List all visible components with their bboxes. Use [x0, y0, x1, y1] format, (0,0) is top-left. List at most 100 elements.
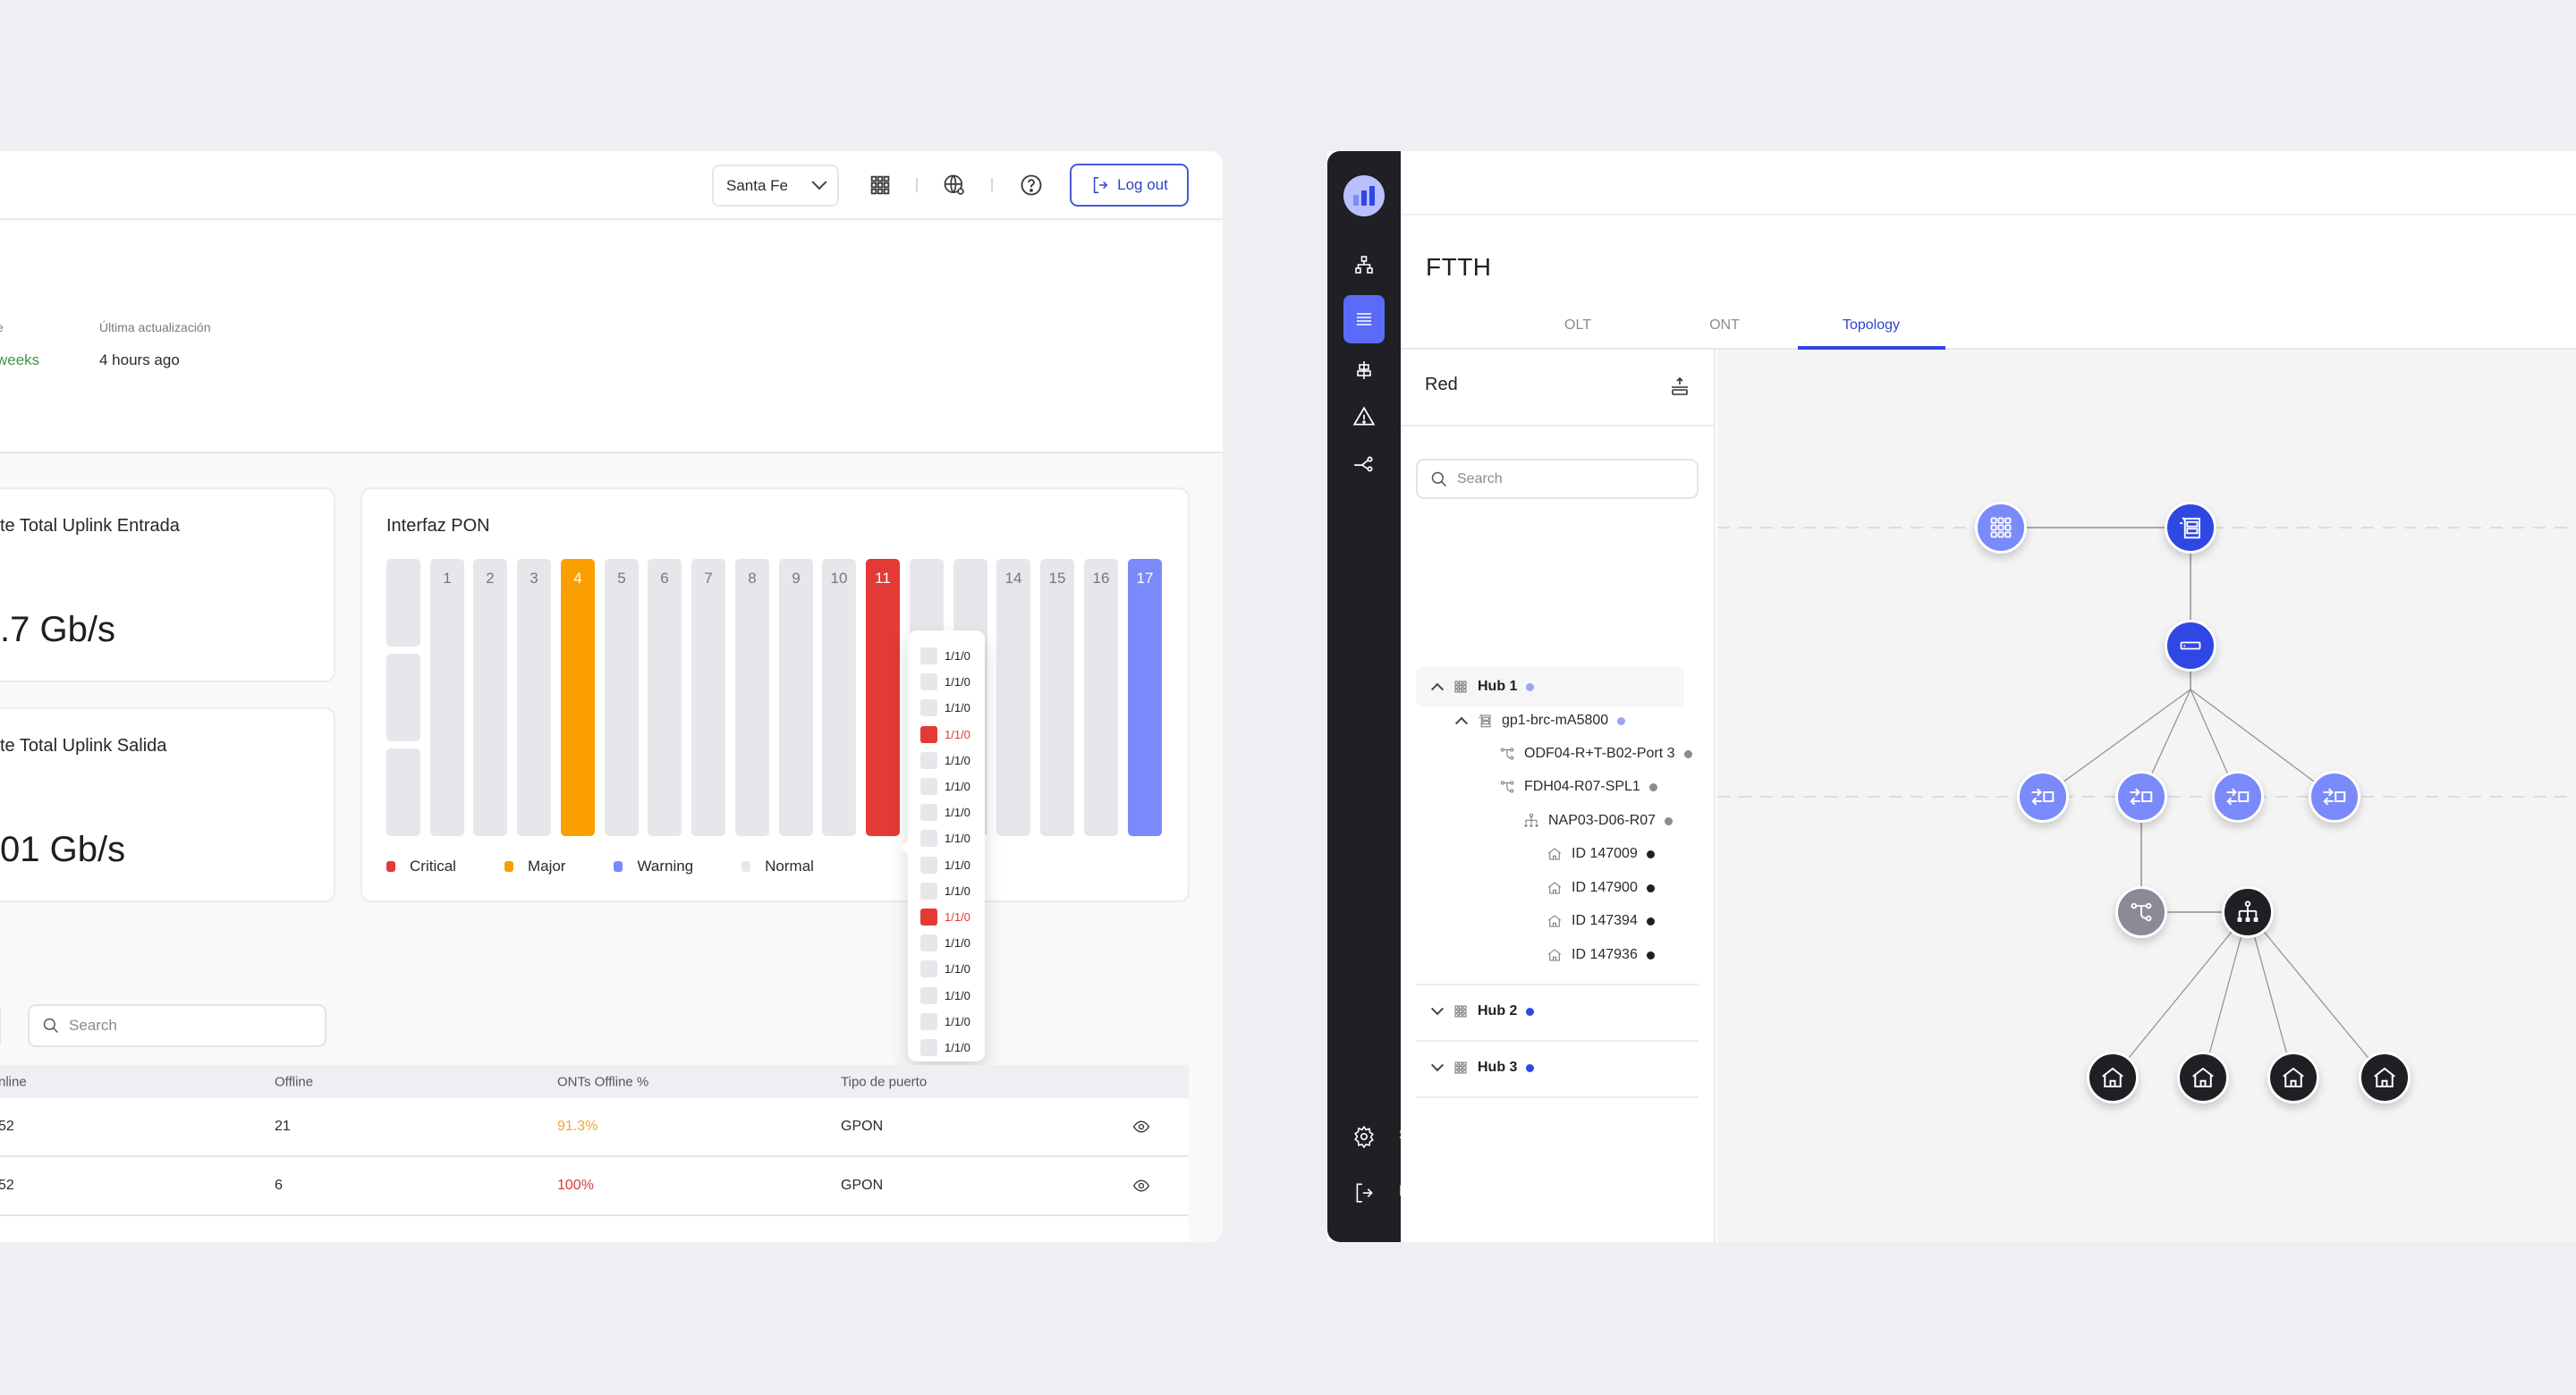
- globe-settings-icon[interactable]: [942, 173, 967, 198]
- home-icon: [1547, 915, 1562, 927]
- app-logo[interactable]: [1343, 175, 1385, 216]
- nav-list[interactable]: [1343, 295, 1385, 343]
- pon-slot-segment[interactable]: [386, 654, 420, 741]
- table-row[interactable]: 52 6 100% GPON: [0, 1157, 1189, 1216]
- topo-node-pon[interactable]: [2165, 620, 2216, 672]
- topo-node-odf[interactable]: [2017, 771, 2069, 823]
- nav-align[interactable]: [1343, 346, 1385, 394]
- topo-node-odf[interactable]: [2212, 771, 2264, 823]
- tooltip-row: 1/1/0: [920, 1009, 985, 1035]
- legend-critical: Critical: [386, 858, 456, 875]
- tree-node-odf[interactable]: ODF04-R+T-B02-Port 3: [1499, 740, 1692, 767]
- nav-logout[interactable]: [1343, 1169, 1385, 1217]
- pon-slot-segment[interactable]: [386, 559, 420, 647]
- pon-port-bar[interactable]: 3: [517, 559, 551, 836]
- pon-port-bar[interactable]: 16: [1084, 559, 1118, 836]
- home-icon: [1547, 848, 1562, 860]
- view-icon[interactable]: [1132, 1177, 1150, 1195]
- pon-port-bar[interactable]: 1: [430, 559, 464, 836]
- pon-port-bar[interactable]: 6: [648, 559, 682, 836]
- alert-icon: [1352, 406, 1376, 426]
- tree-node-ont[interactable]: ID 147394: [1546, 908, 1655, 934]
- ftth-window: S L FTTH OLT ONT Topology Red Search Hub…: [1327, 151, 2576, 1242]
- table-row[interactable]: [0, 1216, 1189, 1242]
- tree-header: Red: [1401, 350, 1714, 427]
- tooltip-row: 1/1/0: [920, 1035, 985, 1061]
- filter-button[interactable]: [0, 1004, 1, 1047]
- align-center-icon: [1357, 361, 1371, 379]
- topology-canvas[interactable]: [1717, 350, 2576, 1242]
- topo-node-odf[interactable]: [2309, 771, 2360, 823]
- status-dot: [1683, 749, 1692, 758]
- tree-node-ont[interactable]: ID 147900: [1546, 875, 1655, 901]
- metric-value: 01 Gb/s: [0, 830, 126, 869]
- chevron-down-icon[interactable]: [1430, 1059, 1445, 1072]
- cell-port-type: GPON: [841, 1119, 884, 1134]
- region-select[interactable]: Santa Fe: [712, 165, 839, 207]
- list-icon: [1357, 313, 1371, 326]
- status-dot: [1526, 1063, 1535, 1072]
- legend-warning: Warning: [614, 858, 693, 875]
- nav-settings[interactable]: [1343, 1112, 1385, 1161]
- tree-node-nap[interactable]: NAP03-D06-R07: [1523, 807, 1674, 834]
- divider: [991, 178, 993, 192]
- topo-node-ont[interactable]: [2267, 1052, 2319, 1103]
- pon-port-tooltip: 1/1/0 1/1/0 1/1/0 1/1/0 1/1/0 1/1/0 1/1/…: [901, 630, 985, 1061]
- tree-node-hub-3[interactable]: Hub 3: [1430, 1054, 1535, 1081]
- transfer-icon: [2323, 788, 2346, 806]
- pon-port-bar[interactable]: 2: [473, 559, 507, 836]
- pon-port-bar[interactable]: 8: [735, 559, 769, 836]
- pon-port-bar[interactable]: 9: [779, 559, 813, 836]
- topo-node-ont[interactable]: [2177, 1052, 2229, 1103]
- view-icon[interactable]: [1132, 1118, 1150, 1136]
- pon-port-bar[interactable]: 17: [1128, 559, 1162, 836]
- tree-node-hub-1[interactable]: Hub 1: [1430, 673, 1535, 700]
- topo-node-ont[interactable]: [2087, 1052, 2139, 1103]
- tab-olt[interactable]: OLT: [1564, 317, 1591, 333]
- table-row[interactable]: 52 21 91.3% GPON: [0, 1098, 1189, 1157]
- topo-node-nap[interactable]: [2222, 886, 2274, 938]
- nav-share[interactable]: [1343, 440, 1385, 488]
- collapse-all-icon[interactable]: [1669, 375, 1690, 398]
- topo-node-olt[interactable]: [2165, 502, 2216, 554]
- pon-port-bar[interactable]: 15: [1040, 559, 1074, 836]
- col-offline-pct: ONTs Offline %: [557, 1074, 649, 1089]
- pon-port-bar[interactable]: 4: [561, 559, 595, 836]
- pon-port-bar[interactable]: 14: [996, 559, 1030, 836]
- topo-node-ont[interactable]: [2359, 1052, 2411, 1103]
- table-search-input[interactable]: Search: [28, 1004, 326, 1047]
- pon-port-bar[interactable]: 11: [866, 559, 900, 836]
- pon-port-bar[interactable]: 5: [605, 559, 639, 836]
- status-dot: [1526, 682, 1535, 691]
- tooltip-row: 1/1/0: [920, 904, 985, 930]
- chevron-down-icon[interactable]: [1430, 1002, 1445, 1016]
- chevron-up-icon[interactable]: [1454, 716, 1469, 730]
- chevron-up-icon[interactable]: [1430, 682, 1445, 696]
- pon-slot-segment[interactable]: [386, 748, 420, 836]
- logout-button[interactable]: Log out: [1070, 164, 1189, 207]
- apps-grid-icon[interactable]: [868, 173, 893, 198]
- tree-node-ont[interactable]: ID 147936: [1546, 942, 1655, 968]
- cell-port-type: GPON: [841, 1178, 884, 1193]
- tree-search-input[interactable]: Search: [1416, 459, 1699, 499]
- topo-node-splitter[interactable]: [2115, 886, 2167, 938]
- topo-node-hub[interactable]: [1975, 502, 2027, 554]
- nav-alerts[interactable]: [1343, 393, 1385, 441]
- logout-label: Log out: [1117, 176, 1168, 193]
- tree-node-hub-2[interactable]: Hub 2: [1430, 998, 1535, 1025]
- nav-topology[interactable]: [1343, 241, 1385, 289]
- pon-port-bar[interactable]: 10: [822, 559, 856, 836]
- tree-node-olt[interactable]: gp1-brc-mA5800: [1454, 707, 1626, 734]
- tab-ont[interactable]: ONT: [1709, 317, 1740, 333]
- help-icon[interactable]: [1019, 173, 1044, 198]
- tree-node-ont[interactable]: ID 147009: [1546, 841, 1655, 867]
- tab-topology[interactable]: Topology: [1842, 317, 1901, 333]
- topo-node-odf[interactable]: [2115, 771, 2167, 823]
- hub-icon: [1454, 1005, 1467, 1018]
- page-title: FTTH: [1426, 253, 1492, 281]
- tooltip-row: 1/1/0: [920, 825, 985, 851]
- ports-table: nline Offline ONTs Offline % Tipo de pue…: [0, 1065, 1189, 1242]
- tree-node-fdh[interactable]: FDH04-R07-SPL1: [1499, 774, 1657, 800]
- pon-port-bar[interactable]: 7: [691, 559, 725, 836]
- selected-row-bg: [1416, 667, 1684, 706]
